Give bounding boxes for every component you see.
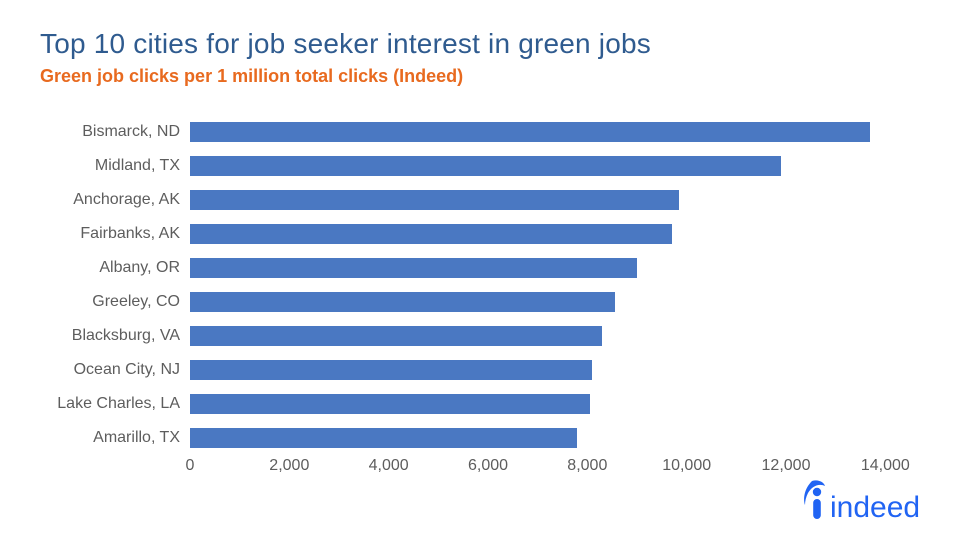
x-tick: 10,000 (662, 457, 711, 475)
bar-row: Midland, TX (40, 149, 935, 183)
bar-row: Amarillo, TX (40, 421, 935, 455)
x-tick: 4,000 (369, 457, 409, 475)
chart-subtitle: Green job clicks per 1 million total cli… (40, 66, 935, 87)
bar (190, 428, 577, 448)
x-tick: 6,000 (468, 457, 508, 475)
category-label: Ocean City, NJ (40, 361, 190, 379)
bar (190, 258, 637, 278)
bar-track (190, 217, 935, 251)
bar-track (190, 183, 935, 217)
bar (190, 190, 679, 210)
bar-row: Ocean City, NJ (40, 353, 935, 387)
category-label: Bismarck, ND (40, 123, 190, 141)
x-tick: 8,000 (567, 457, 607, 475)
bar-track (190, 285, 935, 319)
category-label: Blacksburg, VA (40, 327, 190, 345)
bar (190, 224, 672, 244)
x-tick: 12,000 (762, 457, 811, 475)
chart-title: Top 10 cities for job seeker interest in… (40, 28, 935, 60)
bar-row: Lake Charles, LA (40, 387, 935, 421)
category-label: Albany, OR (40, 259, 190, 277)
bar-row: Anchorage, AK (40, 183, 935, 217)
bar-row: Bismarck, ND (40, 115, 935, 149)
chart-container: Top 10 cities for job seeker interest in… (0, 0, 975, 535)
bar-track (190, 353, 935, 387)
bar (190, 360, 592, 380)
category-label: Greeley, CO (40, 293, 190, 311)
bar-row: Blacksburg, VA (40, 319, 935, 353)
category-label: Midland, TX (40, 157, 190, 175)
category-label: Fairbanks, AK (40, 225, 190, 243)
bar-track (190, 149, 935, 183)
category-label: Anchorage, AK (40, 191, 190, 209)
bar-track (190, 115, 935, 149)
bar (190, 292, 615, 312)
category-label: Amarillo, TX (40, 429, 190, 447)
indeed-logo: indeed (800, 479, 935, 521)
x-tick: 0 (186, 457, 195, 475)
bar-row: Fairbanks, AK (40, 217, 935, 251)
bar-track (190, 251, 935, 285)
bar (190, 394, 590, 414)
bar-row: Albany, OR (40, 251, 935, 285)
indeed-stem-icon (813, 499, 821, 519)
bar-row: Greeley, CO (40, 285, 935, 319)
indeed-wordmark: indeed (830, 491, 920, 521)
bar-track (190, 319, 935, 353)
x-tick: 14,000 (861, 457, 910, 475)
bar (190, 156, 781, 176)
bar (190, 122, 870, 142)
bar (190, 326, 602, 346)
bar-track (190, 387, 935, 421)
indeed-dot-icon (813, 488, 821, 496)
x-tick: 2,000 (269, 457, 309, 475)
bar-chart: Bismarck, ND Midland, TX Anchorage, AK F… (40, 115, 935, 487)
category-label: Lake Charles, LA (40, 395, 190, 413)
bar-track (190, 421, 935, 455)
